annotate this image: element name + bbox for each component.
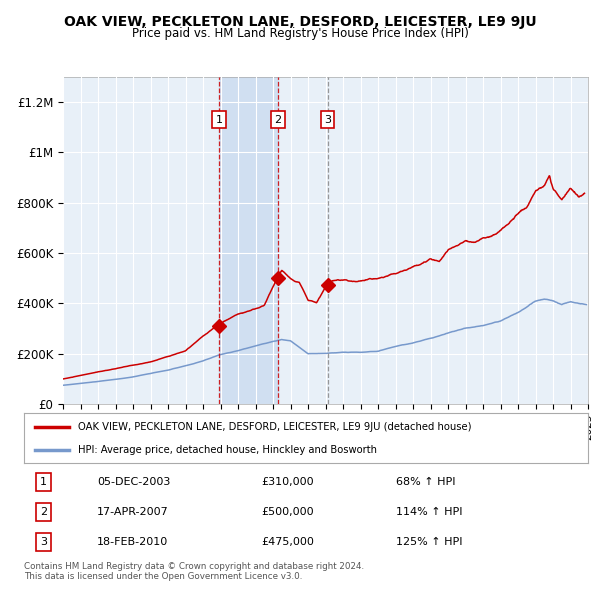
- Text: 114% ↑ HPI: 114% ↑ HPI: [396, 507, 463, 517]
- Text: Contains HM Land Registry data © Crown copyright and database right 2024.
This d: Contains HM Land Registry data © Crown c…: [24, 562, 364, 581]
- Text: 2: 2: [40, 507, 47, 517]
- Text: 3: 3: [40, 537, 47, 547]
- Text: OAK VIEW, PECKLETON LANE, DESFORD, LEICESTER, LE9 9JU: OAK VIEW, PECKLETON LANE, DESFORD, LEICE…: [64, 15, 536, 29]
- Text: 1: 1: [40, 477, 47, 487]
- Text: Price paid vs. HM Land Registry's House Price Index (HPI): Price paid vs. HM Land Registry's House …: [131, 27, 469, 40]
- Text: £475,000: £475,000: [261, 537, 314, 547]
- Text: 18-FEB-2010: 18-FEB-2010: [97, 537, 169, 547]
- Text: 68% ↑ HPI: 68% ↑ HPI: [396, 477, 456, 487]
- Text: £500,000: £500,000: [261, 507, 314, 517]
- Text: 3: 3: [324, 114, 331, 124]
- Text: HPI: Average price, detached house, Hinckley and Bosworth: HPI: Average price, detached house, Hinc…: [77, 445, 377, 455]
- Text: 125% ↑ HPI: 125% ↑ HPI: [396, 537, 463, 547]
- Text: £310,000: £310,000: [261, 477, 314, 487]
- Bar: [219, 77, 278, 404]
- Text: 17-APR-2007: 17-APR-2007: [97, 507, 169, 517]
- Text: OAK VIEW, PECKLETON LANE, DESFORD, LEICESTER, LE9 9JU (detached house): OAK VIEW, PECKLETON LANE, DESFORD, LEICE…: [77, 421, 471, 431]
- Text: 1: 1: [215, 114, 223, 124]
- Text: 05-DEC-2003: 05-DEC-2003: [97, 477, 170, 487]
- Text: 2: 2: [275, 114, 281, 124]
